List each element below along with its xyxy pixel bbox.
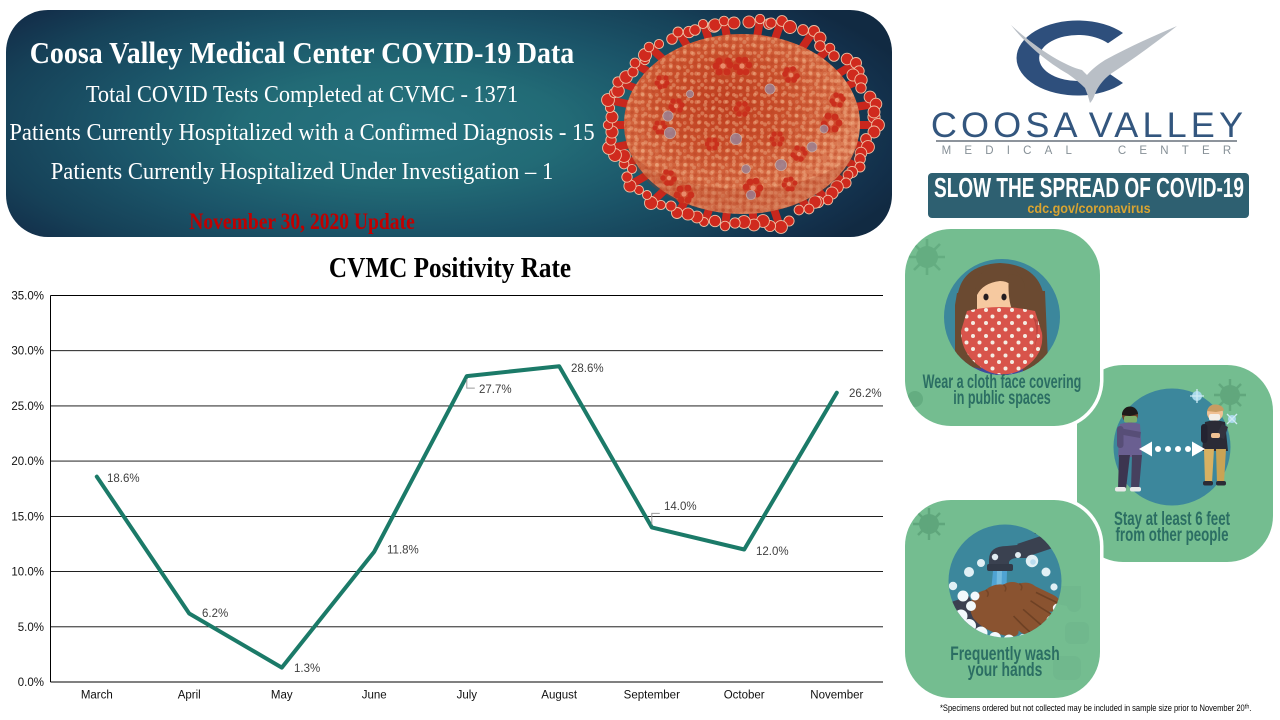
svg-text:26.2%: 26.2% (849, 388, 882, 400)
svg-text:35.0%: 35.0% (11, 291, 44, 303)
svg-text:May: May (271, 690, 293, 702)
svg-text:October: October (724, 690, 765, 702)
svg-text:30.0%: 30.0% (11, 346, 44, 358)
svg-text:August: August (541, 690, 578, 702)
svg-text:April: April (178, 690, 201, 702)
svg-text:July: July (457, 690, 478, 702)
svg-text:15.0%: 15.0% (11, 511, 44, 523)
svg-text:6.2%: 6.2% (202, 608, 228, 620)
svg-text:14.0%: 14.0% (664, 501, 697, 513)
svg-text:20.0%: 20.0% (11, 456, 44, 468)
svg-text:March: March (81, 690, 113, 702)
svg-text:28.6%: 28.6% (571, 363, 604, 375)
svg-text:10.0%: 10.0% (11, 567, 44, 579)
svg-text:November: November (810, 690, 863, 702)
svg-text:0.0%: 0.0% (18, 677, 44, 689)
svg-text:27.7%: 27.7% (479, 384, 512, 396)
svg-text:25.0%: 25.0% (11, 401, 44, 413)
svg-text:12.0%: 12.0% (756, 546, 789, 558)
svg-text:June: June (362, 690, 387, 702)
svg-text:1.3%: 1.3% (294, 663, 320, 675)
svg-text:September: September (624, 690, 680, 702)
svg-text:18.6%: 18.6% (107, 473, 140, 485)
svg-text:11.8%: 11.8% (387, 545, 419, 557)
svg-text:5.0%: 5.0% (18, 622, 44, 634)
